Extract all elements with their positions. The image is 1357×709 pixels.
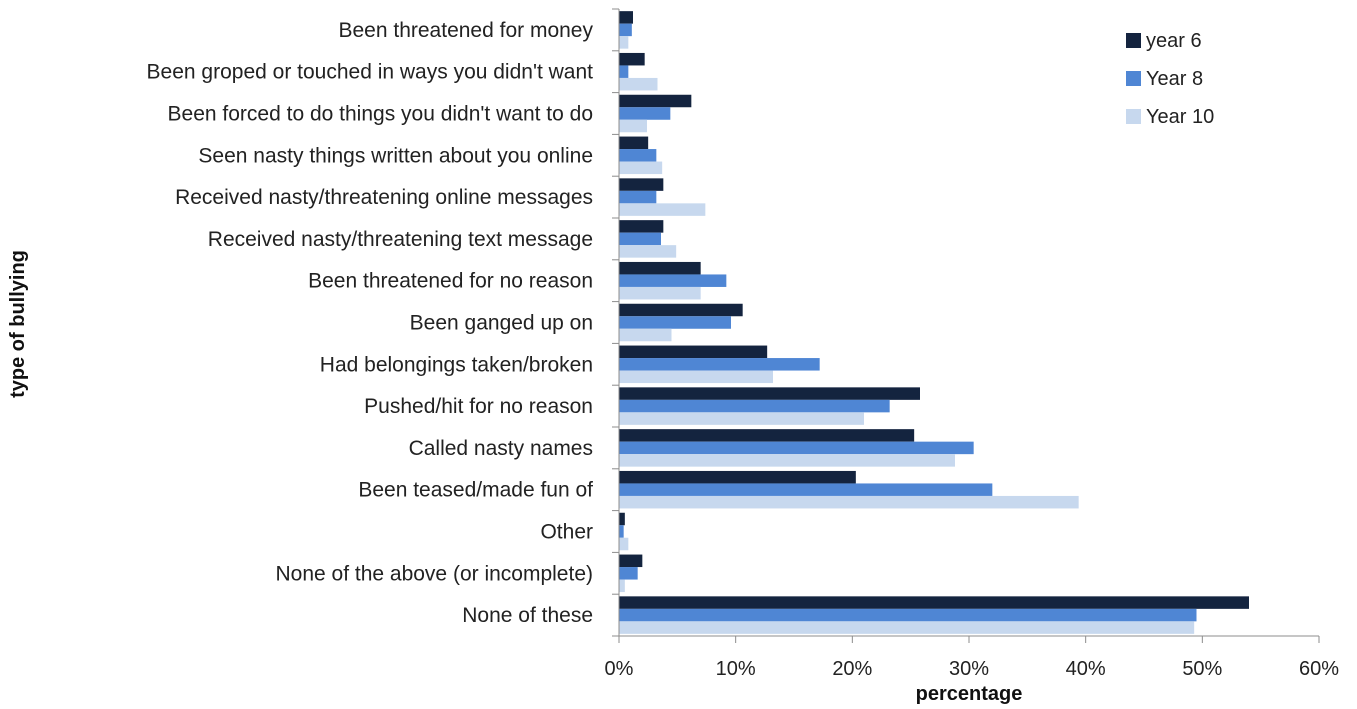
bar-year-6 bbox=[619, 512, 625, 526]
legend-swatch bbox=[1126, 109, 1141, 124]
bar-year-8 bbox=[619, 567, 638, 580]
legend: year 6 Year 8 Year 10 bbox=[1126, 30, 1214, 128]
legend-label: year 6 bbox=[1146, 30, 1202, 52]
x-tick-label: 10% bbox=[716, 658, 756, 680]
bar-year-10 bbox=[619, 370, 773, 384]
bar-year-6 bbox=[619, 178, 664, 191]
category-label: Received nasty/threatening online messag… bbox=[175, 186, 593, 209]
bar-year-8 bbox=[619, 525, 624, 538]
bar-year-10 bbox=[619, 119, 647, 133]
legend-label: Year 8 bbox=[1146, 68, 1203, 90]
category-label: Been forced to do things you didn't want… bbox=[168, 103, 593, 126]
category-label: Been ganged up on bbox=[410, 312, 593, 335]
x-axis-title: percentage bbox=[916, 683, 1023, 705]
category-label: Been groped or touched in ways you didn'… bbox=[147, 61, 594, 84]
bar-year-8 bbox=[619, 107, 671, 120]
bar-year-6 bbox=[619, 554, 643, 568]
category-label: Pushed/hit for no reason bbox=[364, 395, 593, 418]
bar-year-10 bbox=[619, 495, 1079, 509]
legend-swatch bbox=[1126, 71, 1141, 86]
legend-swatch bbox=[1126, 33, 1141, 48]
category-label: Been threatened for money bbox=[338, 19, 593, 42]
bar-year-8 bbox=[619, 274, 727, 287]
bar-year-10 bbox=[619, 454, 955, 467]
bar-year-8 bbox=[619, 483, 993, 496]
bars-group bbox=[619, 11, 1249, 634]
bar-year-10 bbox=[619, 77, 658, 91]
bar-year-10 bbox=[619, 36, 629, 49]
legend-label: Year 10 bbox=[1146, 106, 1214, 128]
bar-year-10 bbox=[619, 412, 864, 425]
category-label: Other bbox=[540, 521, 593, 544]
bar-year-8 bbox=[619, 65, 629, 78]
category-label: Called nasty names bbox=[409, 437, 593, 460]
x-tick-label: 0% bbox=[605, 658, 634, 680]
bar-year-6 bbox=[619, 52, 645, 66]
x-ticks: 0% 10% 20% 30% 40% 50% 60% bbox=[605, 636, 1339, 680]
bar-year-6 bbox=[619, 11, 633, 24]
bar-year-6 bbox=[619, 220, 664, 233]
bar-year-6 bbox=[619, 345, 768, 359]
bar-year-6 bbox=[619, 470, 856, 484]
category-labels: Been threatened for money Been groped or … bbox=[147, 19, 594, 627]
bar-year-8 bbox=[619, 232, 661, 246]
x-tick-label: 40% bbox=[1066, 658, 1106, 680]
bar-year-10 bbox=[619, 328, 672, 342]
bar-year-6 bbox=[619, 303, 743, 317]
bar-year-10 bbox=[619, 286, 701, 300]
bar-year-10 bbox=[619, 161, 663, 175]
bar-year-10 bbox=[619, 621, 1195, 634]
bar-year-8 bbox=[619, 316, 731, 329]
bar-year-8 bbox=[619, 441, 974, 455]
x-tick-label: 30% bbox=[949, 658, 989, 680]
category-label: Had belongings taken/broken bbox=[320, 353, 593, 376]
category-label: Seen nasty things written about you onli… bbox=[198, 144, 593, 167]
x-tick-label: 20% bbox=[832, 658, 872, 680]
x-tick-label: 50% bbox=[1182, 658, 1222, 680]
bar-year-8 bbox=[619, 23, 632, 37]
bar-year-6 bbox=[619, 596, 1249, 609]
bar-year-10 bbox=[619, 579, 625, 593]
bar-year-8 bbox=[619, 190, 657, 204]
category-label: Been teased/made fun of bbox=[358, 479, 593, 502]
y-axis-title: type of bullying bbox=[7, 250, 29, 398]
bar-year-6 bbox=[619, 94, 692, 108]
bar-year-6 bbox=[619, 136, 649, 150]
category-label: None of the above (or incomplete) bbox=[275, 562, 593, 585]
category-label: Received nasty/threatening text message bbox=[208, 228, 593, 251]
bar-year-8 bbox=[619, 149, 657, 162]
bar-year-8 bbox=[619, 358, 820, 371]
bar-year-6 bbox=[619, 261, 701, 275]
bar-year-10 bbox=[619, 203, 706, 216]
x-tick-label: 60% bbox=[1299, 658, 1339, 680]
category-label: Been threatened for no reason bbox=[308, 270, 593, 293]
bar-year-10 bbox=[619, 245, 677, 258]
bar-year-8 bbox=[619, 608, 1197, 622]
bar-year-6 bbox=[619, 387, 920, 400]
bar-year-8 bbox=[619, 399, 890, 413]
bar-year-10 bbox=[619, 537, 629, 551]
category-label: None of these bbox=[462, 604, 593, 627]
bar-year-6 bbox=[619, 429, 915, 442]
